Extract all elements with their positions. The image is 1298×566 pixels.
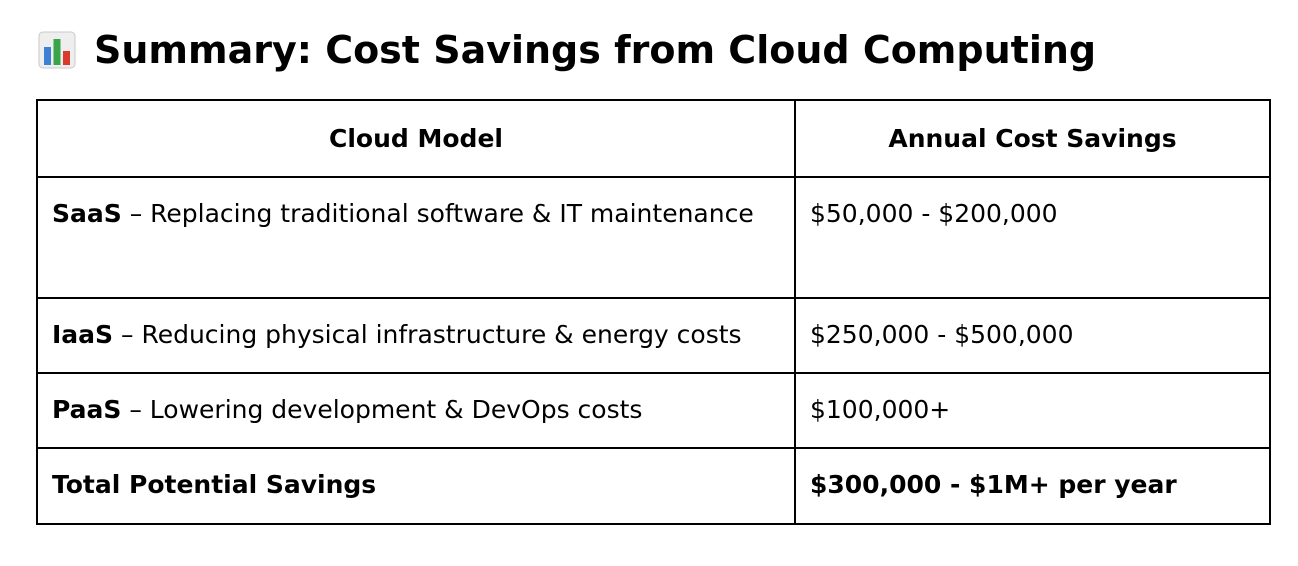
column-header-annual-cost-savings: Annual Cost Savings — [794, 99, 1271, 178]
model-term: SaaS — [52, 199, 122, 228]
cloud-model-cell: SaaS – Replacing traditional software & … — [36, 176, 796, 299]
model-term: PaaS — [52, 395, 122, 424]
model-description: – Replacing traditional software & IT ma… — [121, 199, 754, 228]
total-savings-cell: $300,000 - $1M+ per year — [794, 447, 1271, 525]
table-row: SaaS – Replacing traditional software & … — [36, 176, 1271, 299]
page-title: Summary: Cost Savings from Cloud Computi… — [38, 22, 1096, 78]
total-label-cell: Total Potential Savings — [36, 447, 796, 525]
table-header-row: Cloud Model Annual Cost Savings — [36, 99, 1271, 178]
savings-cell: $250,000 - $500,000 — [794, 297, 1271, 374]
page-title-text: Summary: Cost Savings from Cloud Computi… — [94, 28, 1097, 72]
cost-savings-table: Cloud Model Annual Cost Savings SaaS – R… — [36, 99, 1271, 525]
cloud-model-cell: IaaS – Reducing physical infrastructure … — [36, 297, 796, 374]
model-description: – Lowering development & DevOps costs — [121, 395, 643, 424]
total-row: Total Potential Savings $300,000 - $1M+ … — [36, 447, 1271, 525]
model-term: IaaS — [52, 320, 114, 349]
model-description: – Reducing physical infrastructure & ene… — [113, 320, 742, 349]
table-row: PaaS – Lowering development & DevOps cos… — [36, 372, 1271, 449]
bar-chart-icon — [38, 31, 76, 69]
savings-cell: $50,000 - $200,000 — [794, 176, 1271, 299]
savings-cell: $100,000+ — [794, 372, 1271, 449]
cloud-model-cell: PaaS – Lowering development & DevOps cos… — [36, 372, 796, 449]
table-row: IaaS – Reducing physical infrastructure … — [36, 297, 1271, 374]
column-header-cloud-model: Cloud Model — [36, 99, 796, 178]
